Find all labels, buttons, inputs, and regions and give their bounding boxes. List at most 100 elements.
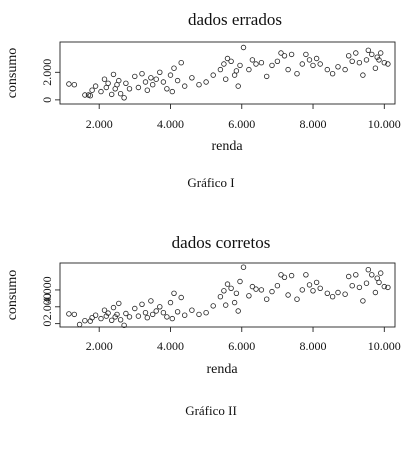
chart-2-y-axis-title: consumo — [5, 270, 20, 321]
chart-2-point — [196, 311, 202, 318]
chart-2-point — [258, 287, 265, 293]
chart-2-point — [142, 310, 149, 316]
chart-1-point — [281, 53, 288, 59]
chart-1-point — [222, 76, 229, 82]
chart-1-point — [98, 88, 104, 95]
chart-1-y-tick-label: 0 — [40, 97, 54, 103]
chart-1-point — [313, 55, 320, 62]
chart-1-point — [169, 88, 175, 95]
chart-1-point — [324, 66, 330, 73]
chart-1-point — [235, 83, 241, 89]
chart-1-point — [196, 81, 202, 88]
chart-2-point — [181, 312, 188, 318]
chart-2-point — [303, 272, 309, 278]
chart-1-point — [228, 58, 234, 64]
chart-2-point — [274, 283, 281, 289]
chart-2-point — [66, 311, 72, 317]
chart-2-point — [233, 290, 240, 296]
chart-1-x-axis-title: renda — [211, 139, 243, 154]
chart-1-y-axis-title: consumo — [5, 48, 20, 99]
chart-1-point — [135, 84, 142, 91]
chart-2-point — [98, 315, 104, 322]
chart-2-point — [157, 304, 163, 310]
chart-1-point — [233, 68, 240, 74]
chart-2-y-tick-label: 4.000 — [40, 276, 54, 303]
chart-2-point — [178, 294, 184, 301]
chart-2-point — [353, 272, 359, 278]
chart-1-point — [294, 70, 300, 77]
chart-2-point — [153, 308, 159, 314]
chart-2-point — [164, 314, 170, 320]
chart-1-y-tick-label: 2.000 — [40, 59, 54, 86]
chart-2-point — [381, 283, 387, 290]
chart-2-y-tick-label: 2.000 — [40, 293, 54, 320]
chart-1-point — [363, 57, 370, 63]
chart-1-point — [181, 83, 188, 89]
chart-1-x-tick-label: 2.000 — [86, 117, 113, 131]
chart-1-point — [317, 61, 323, 67]
chart-1-point — [269, 62, 275, 69]
chart-2-caption: Gráfico II — [185, 403, 237, 418]
chart-1-point — [246, 66, 252, 73]
chart-2-point — [324, 290, 330, 296]
chart-1-point — [108, 91, 115, 98]
chart-1-point — [144, 87, 150, 93]
chart-2-x-ticks: 2.000 4.000 6.000 8.000 10.000 — [86, 327, 401, 353]
chart-1-point — [346, 53, 352, 59]
chart-1-x-ticks: 2.000 4.000 6.000 8.000 10.000 — [86, 104, 401, 131]
chart-2-point — [114, 311, 120, 318]
chart-2-point — [372, 289, 379, 296]
chart-1-point — [372, 65, 379, 71]
chart-1-x-tick-label: 8.000 — [300, 117, 327, 131]
chart-1-x-tick-label: 10.000 — [368, 117, 401, 131]
chart-2-points — [66, 264, 391, 328]
chart-1-point — [101, 76, 108, 82]
chart-2-point — [356, 284, 363, 291]
chart-2-point — [285, 292, 291, 298]
chart-2-point — [376, 279, 382, 286]
chart-1-point — [87, 92, 93, 99]
chart-2-point — [360, 298, 366, 304]
chart-1-point — [274, 58, 281, 64]
chart-2-point — [313, 279, 320, 286]
chart-1-point — [160, 79, 167, 85]
chart-2-point — [317, 285, 323, 291]
chart-1-point — [178, 60, 184, 66]
chart-2-point — [203, 310, 209, 316]
chart-1-x-tick-label: 6.000 — [228, 117, 255, 131]
chart-1-point — [217, 66, 224, 73]
chart-1-y-ticks: 0 2.000 — [40, 59, 60, 103]
chart-1-point — [123, 80, 129, 86]
chart-2-point — [108, 317, 115, 323]
chart-1-point — [149, 81, 156, 88]
chart-2-point — [82, 318, 88, 324]
chart-2-point — [71, 311, 77, 318]
chart-2-point — [148, 298, 154, 304]
chart-1-point — [365, 47, 371, 53]
chart-2-x-tick-label: 2.000 — [86, 339, 113, 353]
chart-2-y-tick-label: 0 — [40, 321, 54, 327]
chart-1-point — [381, 60, 387, 66]
chart-2-point — [365, 267, 371, 273]
chart-1-point — [335, 64, 341, 70]
chart-2-plot-frame — [59, 262, 396, 328]
chart-2-point — [246, 293, 252, 299]
chart-2-point — [385, 284, 391, 291]
chart-1-point — [310, 62, 316, 69]
chart-1-point — [299, 61, 305, 67]
chart-2-point — [278, 272, 284, 278]
chart-1-point — [167, 72, 174, 78]
chart-2-point — [224, 281, 231, 287]
chart-1-points — [66, 44, 391, 101]
chart-1-point — [376, 57, 382, 63]
chart-1-point — [329, 70, 336, 77]
chart-1-point — [171, 65, 177, 71]
chart-1-point — [249, 57, 256, 63]
chart-2-point — [135, 313, 142, 319]
chart-2-point — [288, 272, 295, 279]
chart-1-point — [258, 60, 265, 66]
chart-2-point — [228, 285, 234, 291]
chart-2-x-tick-label: 10.000 — [368, 339, 401, 353]
chart-1-point — [92, 83, 99, 89]
